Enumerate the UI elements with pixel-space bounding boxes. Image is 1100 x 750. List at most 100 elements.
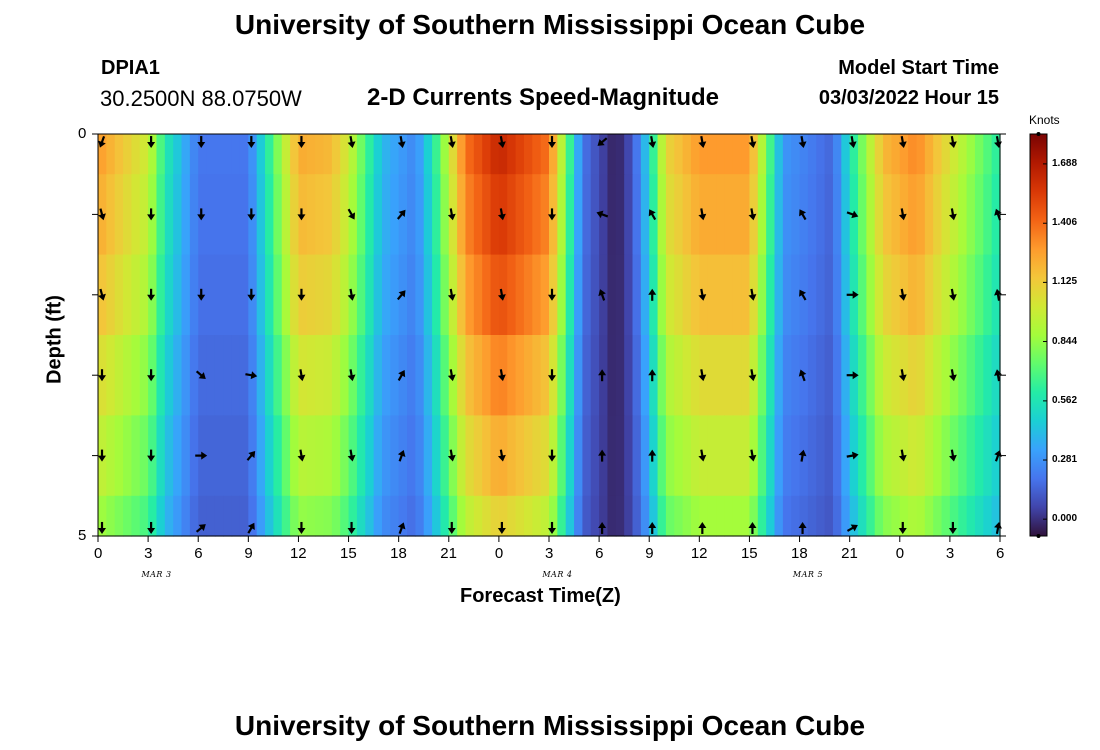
heatmap-cell <box>306 174 316 256</box>
heatmap-cell <box>757 495 767 537</box>
heatmap-cell <box>958 134 968 175</box>
current-arrow <box>347 208 356 220</box>
heatmap-cell <box>958 415 968 497</box>
heatmap-cell <box>448 495 458 537</box>
current-arrow <box>948 521 957 534</box>
heatmap-cell <box>482 415 492 497</box>
heatmap-cell <box>423 134 433 175</box>
x-axis-label: Forecast Time(Z) <box>460 585 621 607</box>
heatmap-cell <box>657 335 667 416</box>
heatmap-cell <box>774 134 784 175</box>
arrow-head <box>197 142 206 149</box>
heatmap-cell <box>657 254 667 336</box>
arrow-head <box>851 210 859 219</box>
heatmap-cell <box>198 134 208 175</box>
arrow-head <box>297 142 306 149</box>
arrow-head <box>898 454 907 462</box>
heatmap-cell <box>381 174 391 256</box>
arrow-head <box>598 369 607 376</box>
heatmap-cell <box>407 335 416 416</box>
heatmap-cell <box>858 495 867 537</box>
heatmap-cell <box>949 134 959 175</box>
heatmap-cell <box>156 415 166 497</box>
heatmap-cell <box>373 495 383 537</box>
current-arrow <box>147 136 156 149</box>
model-start-label: Model Start Time <box>838 57 999 79</box>
heatmap-cell <box>832 174 842 256</box>
arrow-head <box>850 524 858 532</box>
heatmap-cell <box>807 495 817 537</box>
heatmap-cell <box>874 254 884 336</box>
heatmap-cell <box>632 174 642 256</box>
x-tick-label: 0 <box>895 545 905 562</box>
heatmap-cell <box>356 174 366 256</box>
heatmap-cell <box>123 415 133 497</box>
heatmap-cell <box>114 254 124 336</box>
arrow-head <box>497 141 506 148</box>
heatmap-cell <box>239 254 249 336</box>
heatmap-cell <box>657 174 667 256</box>
heatmap-cell <box>340 254 350 336</box>
arrow-head <box>698 374 707 382</box>
x-tick-label: 6 <box>194 545 203 562</box>
heatmap-cell <box>340 174 350 256</box>
heatmap-cell <box>432 495 442 537</box>
heatmap-cell <box>599 134 609 175</box>
current-arrow <box>898 135 907 148</box>
arrow-head <box>994 208 1002 216</box>
page-title: University of Southern Mississippi Ocean… <box>234 9 866 40</box>
heatmap-cell <box>933 415 943 497</box>
arrow-head <box>147 294 156 301</box>
heatmap-cell <box>557 134 567 175</box>
arrow-head <box>297 454 306 462</box>
heatmap-cell <box>983 134 993 175</box>
arrow-head <box>347 294 356 301</box>
heatmap-cell <box>214 134 224 175</box>
heatmap-cell <box>941 254 951 336</box>
heatmap-cell <box>340 415 350 497</box>
heatmap-cell <box>331 415 341 497</box>
heatmap-cell <box>824 254 834 336</box>
heatmap-cell <box>732 335 742 416</box>
date-label: MAR 4 <box>542 570 573 579</box>
heatmap-cell <box>883 174 893 256</box>
arrow-head <box>598 521 607 528</box>
heatmap-cell <box>239 174 249 256</box>
heatmap-cell <box>841 335 851 416</box>
heatmap-cell <box>716 335 725 416</box>
heatmap-cell <box>465 254 475 336</box>
heatmap-cell <box>782 134 792 175</box>
arrow-head <box>698 521 707 528</box>
heatmap-cell <box>273 134 283 175</box>
heatmap-cell <box>966 254 976 336</box>
arrow-head <box>799 209 807 217</box>
heatmap-cell <box>256 335 266 416</box>
heatmap-cell <box>891 335 901 416</box>
heatmap-cell <box>824 495 834 537</box>
heatmap-cell <box>440 495 450 537</box>
heatmap-cell <box>816 415 826 497</box>
heatmap-cell <box>883 254 893 336</box>
heatmap-cell <box>732 134 742 175</box>
heatmap-cell <box>532 335 542 416</box>
heatmap-cell <box>498 495 508 537</box>
heatmap-cell <box>390 335 400 416</box>
colorbar <box>1029 133 1048 537</box>
heatmap-cell <box>123 134 133 175</box>
heatmap-cell <box>139 174 149 256</box>
arrow-head <box>398 290 406 298</box>
heatmap-cell <box>549 134 558 175</box>
heatmap-cell <box>974 254 984 336</box>
current-arrow <box>397 370 406 381</box>
colorbar-units: Knots <box>1029 113 1060 127</box>
heatmap-cell <box>365 134 375 175</box>
heatmap-cell <box>908 174 918 256</box>
colorbar-tick-label: 1.125 <box>1052 276 1078 288</box>
arrow-head <box>397 141 406 148</box>
arrow-head <box>596 210 604 219</box>
heatmap-cell <box>866 174 876 256</box>
heatmap-cell <box>515 415 525 497</box>
current-arrow <box>397 135 406 148</box>
heatmap-cell <box>365 415 375 497</box>
